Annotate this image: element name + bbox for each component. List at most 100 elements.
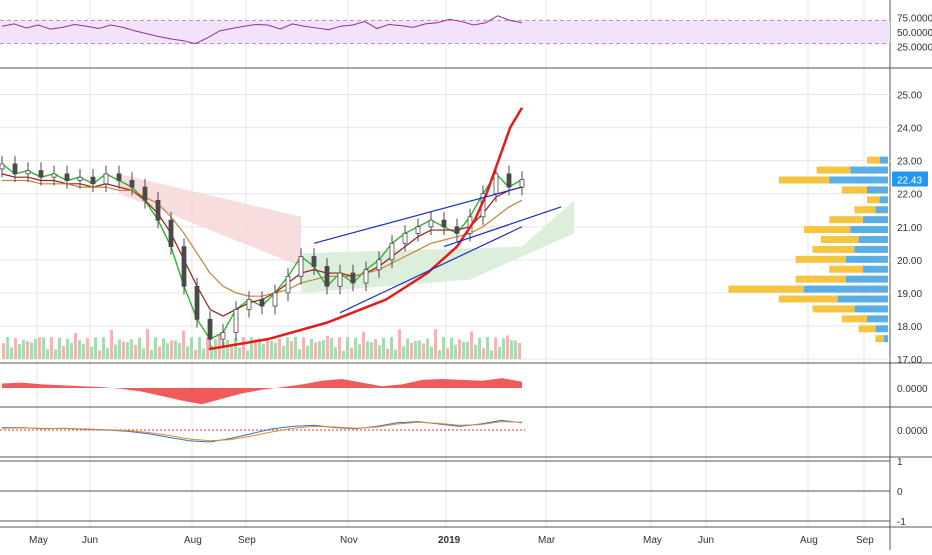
- volume-bar: [178, 343, 181, 359]
- oscillator-tick-label: 0: [897, 487, 903, 498]
- volume-bar: [454, 344, 457, 359]
- candle-body: [116, 173, 122, 181]
- price-tick-label: 17.00: [897, 355, 922, 366]
- volume-bar: [114, 344, 117, 359]
- volume-bar: [458, 339, 461, 359]
- volume-bar: [174, 340, 177, 359]
- volume-profile-bar: [778, 176, 830, 184]
- candle-body: [51, 173, 57, 178]
- volume-bar: [238, 347, 241, 359]
- volume-bar: [50, 337, 53, 359]
- x-axis-tick-label: 2019: [438, 535, 461, 546]
- candle-body: [25, 170, 31, 175]
- volume-bar: [414, 340, 417, 359]
- candle-body: [207, 318, 213, 340]
- volume-bar: [506, 335, 509, 359]
- volume-bar: [350, 347, 353, 359]
- volume-profile-bar: [846, 255, 888, 263]
- volume-bar: [322, 339, 325, 359]
- price-badge: [892, 171, 928, 187]
- rsi-tick-label: 75.0000: [897, 14, 932, 25]
- candle-body: [259, 299, 265, 307]
- candle-body: [402, 232, 408, 244]
- x-axis-tick-label: Sep: [238, 535, 256, 546]
- volume-bar: [34, 338, 37, 359]
- volume-bar: [234, 337, 237, 359]
- candle-body: [376, 259, 382, 271]
- candle-body: [337, 272, 343, 287]
- volume-bar: [514, 340, 517, 359]
- volume-profile-bar: [829, 216, 863, 224]
- candle-body: [454, 226, 460, 234]
- rsi-tick-label: 50.0000: [897, 28, 932, 39]
- volume-bar: [438, 350, 441, 359]
- exponential-curve: [208, 107, 524, 351]
- volume-bar: [230, 344, 233, 359]
- volume-bar: [154, 337, 157, 359]
- volume-bar: [246, 350, 249, 359]
- candle-body: [272, 292, 278, 307]
- candle-body: [298, 256, 304, 277]
- x-axis-tick-label: Aug: [184, 535, 202, 546]
- volume-bar: [54, 349, 57, 359]
- volume-bar: [42, 337, 45, 359]
- volume-profile-bar: [867, 156, 880, 164]
- x-axis-tick-label: Jun: [82, 535, 98, 546]
- volume-profile-bar: [820, 235, 859, 243]
- volume-bar: [402, 346, 405, 359]
- volume-bar: [450, 337, 453, 359]
- volume-bar: [446, 348, 449, 359]
- volume-profile-bar: [812, 305, 855, 313]
- cloud-green: [301, 200, 574, 293]
- volume-bar: [378, 345, 381, 359]
- candle-body: [311, 256, 317, 267]
- volume-bar: [62, 345, 65, 359]
- volume-bar: [118, 339, 121, 359]
- volume-bar: [198, 337, 201, 359]
- volume-profile-bar: [837, 295, 888, 303]
- volume-bar: [210, 345, 213, 359]
- volume-bar: [58, 337, 61, 359]
- volume-bar: [162, 338, 165, 359]
- volume-bar: [366, 341, 369, 359]
- volume-bar: [6, 337, 9, 359]
- macd-signal-line: [1, 421, 523, 442]
- volume-bar: [338, 337, 341, 359]
- candle-body: [324, 266, 330, 287]
- volume-bar: [342, 350, 345, 359]
- volume-bar: [90, 346, 93, 359]
- volume-bar: [386, 348, 389, 359]
- volume-profile-bar: [804, 226, 851, 234]
- volume-bar: [426, 338, 429, 359]
- macd-hist-tick-label: 0.0000: [897, 384, 928, 395]
- candle-body: [220, 332, 226, 340]
- volume-bar: [374, 339, 377, 359]
- volume-bar: [510, 340, 513, 359]
- volume-bar: [110, 329, 113, 359]
- volume-bar: [38, 337, 41, 359]
- price-tick-label: 22.00: [897, 190, 922, 201]
- volume-profile-bar: [867, 315, 888, 323]
- candle-body: [77, 176, 83, 181]
- volume-bar: [290, 341, 293, 359]
- volume-profile-bar: [795, 255, 846, 263]
- volume-bar: [434, 329, 437, 359]
- volume-profile-bar: [858, 325, 876, 333]
- volume-bar: [26, 341, 29, 359]
- price-tick-label: 24.00: [897, 124, 922, 135]
- volume-profile-bar: [850, 166, 888, 174]
- volume-profile-bar: [854, 245, 888, 253]
- volume-profile-bar: [778, 295, 838, 303]
- candle-body: [103, 173, 109, 185]
- volume-bar: [250, 337, 253, 359]
- trendline: [443, 206, 562, 248]
- candle-body: [0, 163, 5, 170]
- volume-bar: [266, 340, 269, 359]
- volume-bar: [430, 346, 433, 359]
- volume-bar: [490, 350, 493, 359]
- candle-body: [168, 219, 174, 247]
- volume-bar: [466, 341, 469, 359]
- volume-bar: [206, 337, 209, 359]
